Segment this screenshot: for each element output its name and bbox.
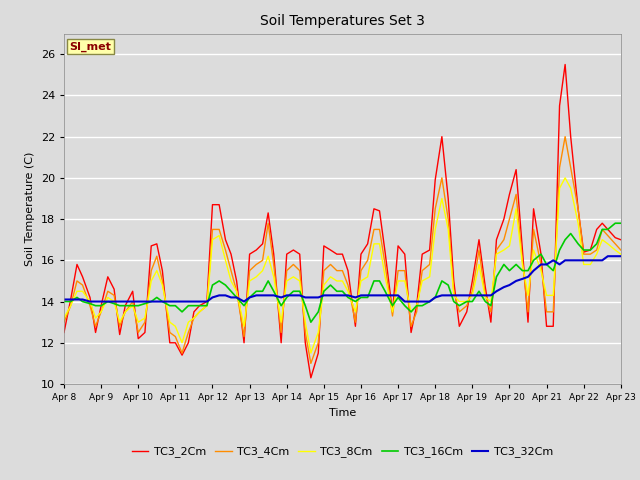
TC3_16Cm (537, 251, 545, 257)
TC3_8Cm (388, 309, 396, 315)
TC3_32Cm (134, 299, 142, 304)
TC3_4Cm (561, 134, 569, 140)
TC3_16Cm (388, 303, 396, 309)
TC3_8Cm (617, 251, 625, 257)
TC3_32Cm (617, 253, 625, 259)
TC3_32Cm (196, 299, 204, 304)
TC3_16Cm (307, 319, 315, 325)
TC3_32Cm (60, 297, 68, 302)
TC3_4Cm (307, 360, 315, 366)
TC3_2Cm (190, 309, 198, 315)
TC3_2Cm (388, 309, 396, 315)
TC3_16Cm (604, 227, 612, 232)
Line: TC3_2Cm: TC3_2Cm (64, 64, 621, 378)
TC3_16Cm (611, 220, 619, 226)
TC3_8Cm (203, 303, 211, 309)
TC3_8Cm (611, 247, 619, 253)
TC3_32Cm (537, 262, 545, 267)
TC3_4Cm (537, 262, 545, 267)
Title: Soil Temperatures Set 3: Soil Temperatures Set 3 (260, 14, 425, 28)
TC3_2Cm (203, 299, 211, 304)
TC3_4Cm (611, 241, 619, 247)
TC3_2Cm (611, 235, 619, 240)
TC3_4Cm (129, 299, 136, 304)
Y-axis label: Soil Temperature (C): Soil Temperature (C) (25, 152, 35, 266)
TC3_2Cm (617, 237, 625, 242)
TC3_4Cm (60, 319, 68, 325)
TC3_8Cm (537, 268, 545, 274)
X-axis label: Time: Time (329, 408, 356, 418)
Line: TC3_4Cm: TC3_4Cm (64, 137, 621, 363)
TC3_4Cm (203, 303, 211, 309)
TC3_16Cm (190, 303, 198, 309)
TC3_4Cm (388, 313, 396, 319)
TC3_32Cm (604, 253, 612, 259)
TC3_8Cm (561, 175, 569, 181)
TC3_32Cm (209, 295, 216, 300)
TC3_16Cm (203, 303, 211, 309)
TC3_8Cm (307, 350, 315, 356)
Line: TC3_32Cm: TC3_32Cm (64, 256, 621, 301)
Text: SI_met: SI_met (70, 41, 111, 52)
Line: TC3_8Cm: TC3_8Cm (64, 178, 621, 353)
TC3_8Cm (129, 303, 136, 309)
TC3_8Cm (60, 315, 68, 321)
TC3_4Cm (190, 315, 198, 321)
TC3_8Cm (190, 315, 198, 321)
Legend: TC3_2Cm, TC3_4Cm, TC3_8Cm, TC3_16Cm, TC3_32Cm: TC3_2Cm, TC3_4Cm, TC3_8Cm, TC3_16Cm, TC3… (127, 442, 557, 462)
TC3_32Cm (86, 299, 94, 304)
TC3_16Cm (617, 220, 625, 226)
TC3_32Cm (611, 253, 619, 259)
TC3_2Cm (60, 330, 68, 336)
TC3_16Cm (60, 299, 68, 304)
TC3_2Cm (307, 375, 315, 381)
TC3_2Cm (537, 251, 545, 257)
TC3_2Cm (561, 61, 569, 67)
TC3_32Cm (388, 292, 396, 298)
TC3_16Cm (129, 303, 136, 309)
Line: TC3_16Cm: TC3_16Cm (64, 223, 621, 322)
TC3_4Cm (617, 247, 625, 253)
TC3_2Cm (129, 288, 136, 294)
